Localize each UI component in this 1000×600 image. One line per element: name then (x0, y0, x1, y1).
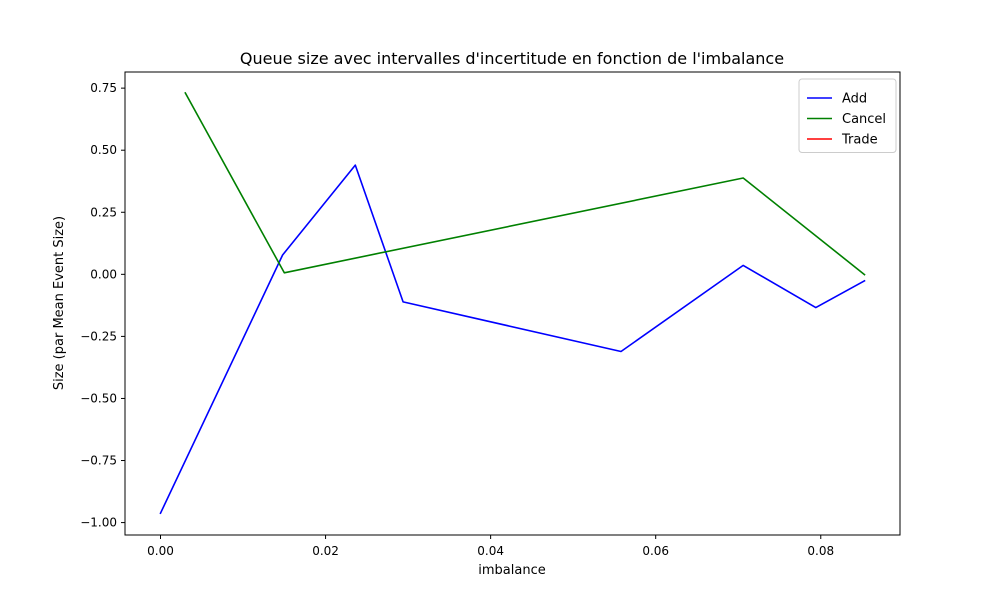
x-tick-label: 0.02 (312, 544, 339, 558)
y-tick-label: −0.50 (80, 391, 117, 405)
x-tick-label: 0.04 (477, 544, 504, 558)
legend: Add Cancel Trade (798, 78, 897, 153)
x-axis: 0.00 0.02 0.04 0.06 0.08 (147, 535, 834, 558)
x-axis-label: imbalance (478, 563, 545, 578)
y-tick-label: 0.00 (90, 267, 117, 281)
legend-label-trade: Trade (841, 133, 878, 148)
series-line-cancel (184, 91, 866, 276)
plot-frame (124, 71, 901, 536)
legend-label-add: Add (842, 92, 867, 107)
x-tick-label: 0.00 (147, 544, 174, 558)
x-tick-label: 0.08 (807, 544, 834, 558)
y-tick-label: −0.75 (80, 454, 117, 468)
series-line-add (159, 164, 866, 515)
y-tick-label: 0.50 (90, 143, 117, 157)
y-axis: −1.00 −0.75 −0.50 −0.25 0.00 0.25 0.50 0.75 (80, 81, 125, 530)
y-tick-label: −1.00 (80, 516, 117, 530)
y-tick-label: −0.25 (80, 329, 117, 343)
y-tick-label: 0.25 (90, 205, 117, 219)
x-tick-label: 0.06 (642, 544, 669, 558)
chart-title: Queue size avec intervalles d'incertitud… (240, 49, 784, 68)
y-tick-label: 0.75 (90, 81, 117, 95)
y-axis-label: Size (par Mean Event Size) (52, 216, 67, 390)
series-layer (159, 91, 866, 515)
legend-label-cancel: Cancel (842, 112, 886, 127)
plot-area (124, 71, 901, 536)
